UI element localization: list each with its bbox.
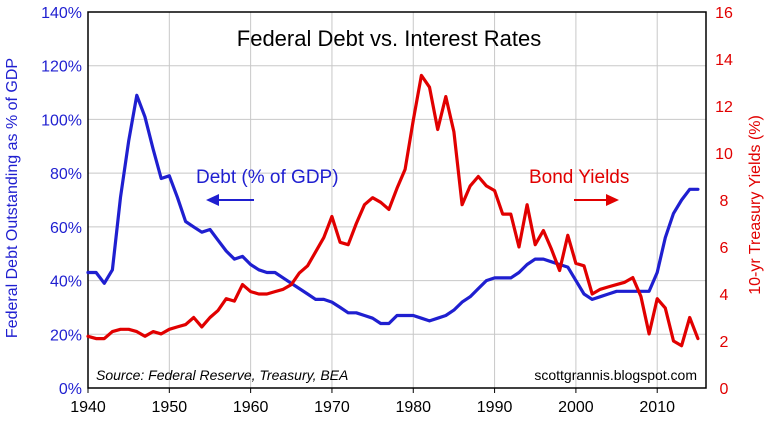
- chart-title: Federal Debt vs. Interest Rates: [237, 26, 541, 51]
- x-tick-label: 1940: [70, 399, 106, 416]
- y-right-tick-label: 0: [720, 381, 729, 398]
- y-axis-right: 0 2 4 6 8 10 12 14 16: [715, 5, 733, 398]
- source-note: Source: Federal Reserve, Treasury, BEA: [96, 367, 348, 383]
- x-axis: 1940 1950 1960 1970 1980 1990 2000 2010: [70, 388, 675, 416]
- debt-annotation: Debt (% of GDP): [196, 167, 339, 188]
- y-left-tick-label: 140%: [41, 5, 82, 22]
- y-right-tick-label: 12: [715, 99, 733, 116]
- y-right-tick-label: 14: [715, 52, 733, 69]
- yield-annotation: Bond Yields: [529, 167, 629, 188]
- x-tick-label: 1950: [152, 399, 188, 416]
- y-right-tick-label: 6: [720, 240, 729, 257]
- y-left-tick-label: 120%: [41, 59, 82, 76]
- y-axis-left: 0% 20% 40% 60% 80% 100% 120% 140%: [41, 5, 82, 398]
- y-left-tick-label: 40%: [50, 274, 82, 291]
- debt-arrow-icon: [206, 194, 254, 206]
- y-axis-left-title: Federal Debt Outstanding as % of GDP: [4, 58, 21, 338]
- plot-frame: [87, 11, 707, 389]
- y-left-tick-label: 60%: [50, 220, 82, 237]
- x-tick-label: 2000: [558, 399, 594, 416]
- x-tick-label: 1970: [314, 399, 350, 416]
- x-tick-label: 1960: [233, 399, 269, 416]
- y-left-tick-label: 100%: [41, 112, 82, 129]
- y-right-tick-label: 8: [720, 193, 729, 210]
- y-right-tick-label: 2: [720, 334, 729, 351]
- y-right-tick-label: 10: [715, 146, 733, 163]
- y-right-tick-label: 4: [720, 287, 729, 304]
- y-right-tick-label: 16: [715, 5, 733, 22]
- credit-note: scottgrannis.blogspot.com: [534, 367, 697, 383]
- x-tick-label: 1990: [477, 399, 513, 416]
- y-axis-right-title: 10-yr Treasury Yields (%): [747, 115, 764, 295]
- yield-arrow-icon: [574, 194, 619, 206]
- x-tick-label: 1980: [395, 399, 431, 416]
- debt-series-line: [86, 93, 700, 326]
- yield-series-line: [86, 73, 700, 348]
- series-layer: [86, 73, 700, 348]
- y-left-tick-label: 0%: [59, 381, 82, 398]
- y-left-tick-label: 20%: [50, 327, 82, 344]
- x-tick-label: 2010: [639, 399, 675, 416]
- y-left-tick-label: 80%: [50, 166, 82, 183]
